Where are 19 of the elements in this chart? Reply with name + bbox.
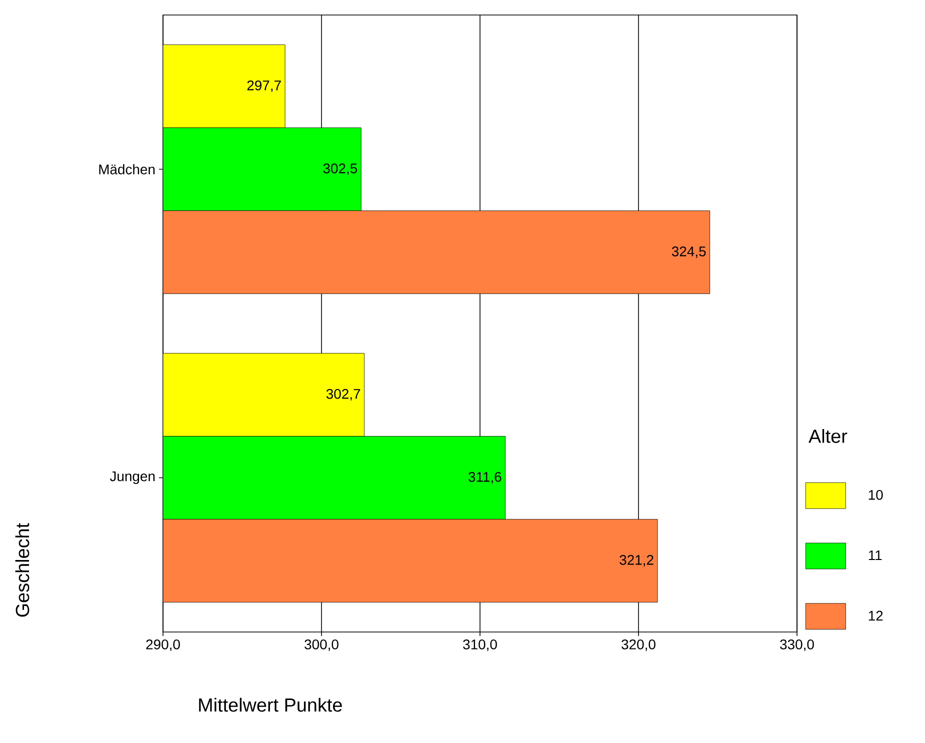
legend-title: Alter [808, 429, 848, 443]
legend-label: 12 [868, 610, 883, 621]
data-label: 321,2 [620, 554, 654, 566]
data-label: 302,7 [326, 388, 360, 400]
y-tick-label: Jungen [110, 471, 155, 484]
data-label: 311,6 [468, 472, 502, 484]
x-tick-label: 290,0 [146, 639, 180, 652]
data-label: 324,5 [672, 246, 706, 258]
y-tick-label: Mädchen [99, 164, 155, 174]
x-tick-label: 320,0 [622, 639, 656, 652]
data-label: 302,5 [323, 163, 358, 175]
x-tick-label: 310,0 [463, 639, 497, 652]
y-axis-title: Geschlecht [15, 523, 30, 617]
x-tick-label: 300,0 [304, 639, 338, 652]
x-axis-title: Mittelwert Punkte [199, 698, 342, 712]
data-label: 297,7 [247, 80, 281, 92]
legend-label: 10 [868, 490, 883, 500]
legend-label: 11 [868, 550, 882, 560]
x-tick-label: 330,0 [780, 639, 814, 652]
